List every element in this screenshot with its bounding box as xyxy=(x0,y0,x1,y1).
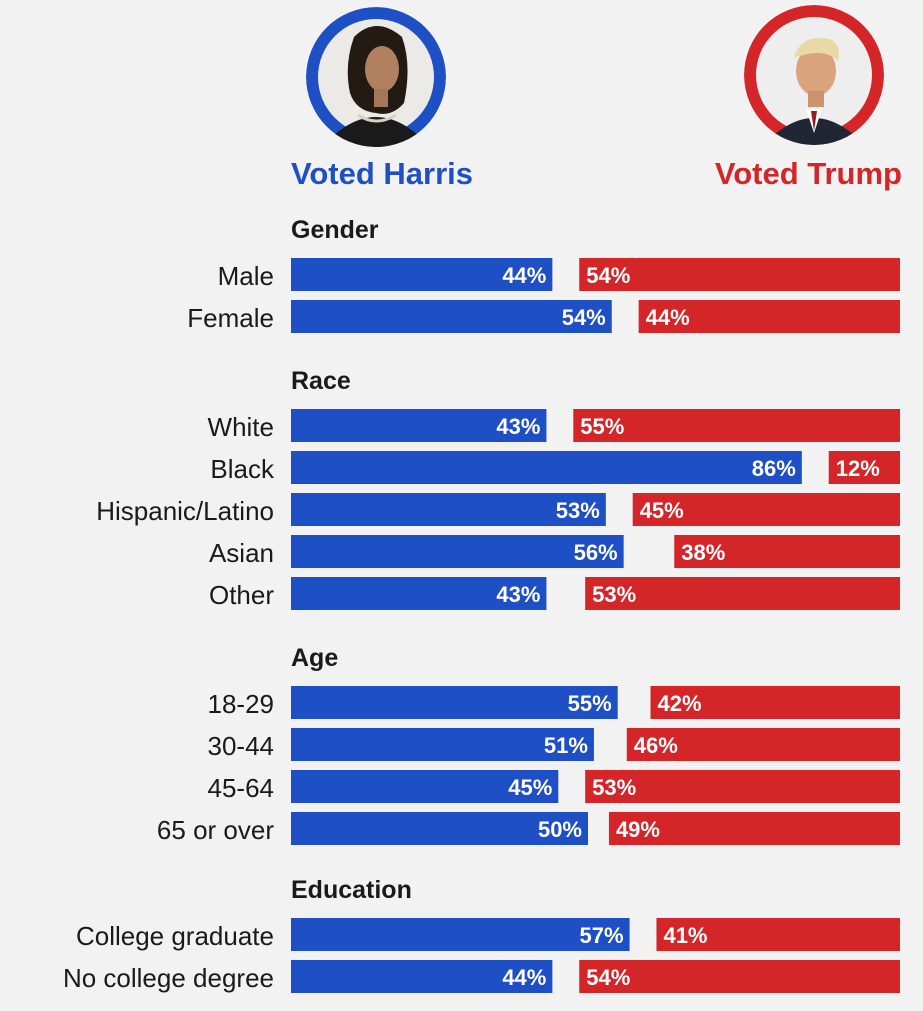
harris-portrait-avatar xyxy=(306,7,446,147)
row-label-45-64: 45-64 xyxy=(208,773,275,803)
harris-bar-other xyxy=(291,577,547,610)
trump-bar-college-graduate xyxy=(656,918,900,951)
trump-bar-18-29 xyxy=(650,686,900,719)
trump-value-female: 44% xyxy=(646,305,690,330)
harris-value-asian: 56% xyxy=(574,540,618,565)
harris-value-college-graduate: 57% xyxy=(580,923,624,948)
row-label-65-or-over: 65 or over xyxy=(157,815,274,845)
trump-value-college-graduate: 41% xyxy=(663,923,707,948)
row-label-18-29: 18-29 xyxy=(208,689,275,719)
trump-bar-female xyxy=(638,300,900,333)
row-label-other: Other xyxy=(209,580,274,610)
harris-value-no-college-degree: 44% xyxy=(502,965,546,990)
harris-bar-30-44 xyxy=(291,728,594,761)
harris-legend-label: Voted Harris xyxy=(291,156,474,191)
row-label-hispanic-latino: Hispanic/Latino xyxy=(96,496,274,526)
trump-bar-45-64 xyxy=(585,770,900,803)
group-title-age: Age xyxy=(291,644,338,672)
harris-value-65-or-over: 50% xyxy=(538,817,582,842)
trump-bar-asian xyxy=(674,535,900,568)
harris-bar-45-64 xyxy=(291,770,559,803)
row-label-white: White xyxy=(208,412,274,442)
trump-value-black: 12% xyxy=(836,456,880,481)
row-label-asian: Asian xyxy=(209,538,274,568)
harris-value-black: 86% xyxy=(752,456,796,481)
harris-portrait-image xyxy=(306,7,446,147)
harris-value-hispanic-latino: 53% xyxy=(556,498,600,523)
trump-value-white: 55% xyxy=(580,414,624,439)
trump-bar-black xyxy=(828,451,900,484)
harris-bar-asian xyxy=(291,535,624,568)
row-label-30-44: 30-44 xyxy=(208,731,275,761)
trump-value-45-64: 53% xyxy=(592,775,636,800)
harris-bar-white xyxy=(291,409,547,442)
trump-bar-male xyxy=(579,258,900,291)
trump-value-18-29: 42% xyxy=(658,691,702,716)
trump-value-hispanic-latino: 45% xyxy=(640,498,684,523)
trump-value-asian: 38% xyxy=(681,540,725,565)
trump-portrait-image xyxy=(744,5,884,145)
trump-bar-other xyxy=(585,577,900,610)
harris-bar-65-or-over xyxy=(291,812,588,845)
trump-bar-30-44 xyxy=(626,728,900,761)
harris-bar-18-29 xyxy=(291,686,618,719)
group-title-education: Education xyxy=(291,876,412,904)
harris-value-male: 44% xyxy=(502,263,546,288)
trump-legend-label: Voted Trump xyxy=(714,156,902,191)
harris-bar-male xyxy=(291,258,553,291)
harris-bar-black xyxy=(291,451,802,484)
harris-bar-college-graduate xyxy=(291,918,630,951)
trump-value-no-college-degree: 54% xyxy=(586,965,630,990)
harris-bar-hispanic-latino xyxy=(291,493,606,526)
group-title-race: Race xyxy=(291,367,351,395)
harris-bar-female xyxy=(291,300,612,333)
trump-bar-no-college-degree xyxy=(579,960,900,993)
row-label-no-college-degree: No college degree xyxy=(63,963,274,993)
row-label-male: Male xyxy=(218,261,274,291)
trump-portrait-avatar xyxy=(744,5,884,145)
trump-value-other: 53% xyxy=(592,582,636,607)
harris-value-45-64: 45% xyxy=(508,775,552,800)
trump-bar-hispanic-latino xyxy=(632,493,900,526)
trump-value-male: 54% xyxy=(586,263,630,288)
trump-bar-white xyxy=(573,409,900,442)
trump-value-65-or-over: 49% xyxy=(616,817,660,842)
harris-value-18-29: 55% xyxy=(568,691,612,716)
harris-value-female: 54% xyxy=(562,305,606,330)
group-title-gender: Gender xyxy=(291,216,379,244)
row-label-black: Black xyxy=(210,454,275,484)
harris-value-30-44: 51% xyxy=(544,733,588,758)
row-label-college-graduate: College graduate xyxy=(76,921,274,951)
harris-value-white: 43% xyxy=(496,414,540,439)
row-label-female: Female xyxy=(187,303,274,333)
harris-bar-no-college-degree xyxy=(291,960,553,993)
harris-value-other: 43% xyxy=(496,582,540,607)
trump-value-30-44: 46% xyxy=(634,733,678,758)
trump-bar-65-or-over xyxy=(608,812,900,845)
